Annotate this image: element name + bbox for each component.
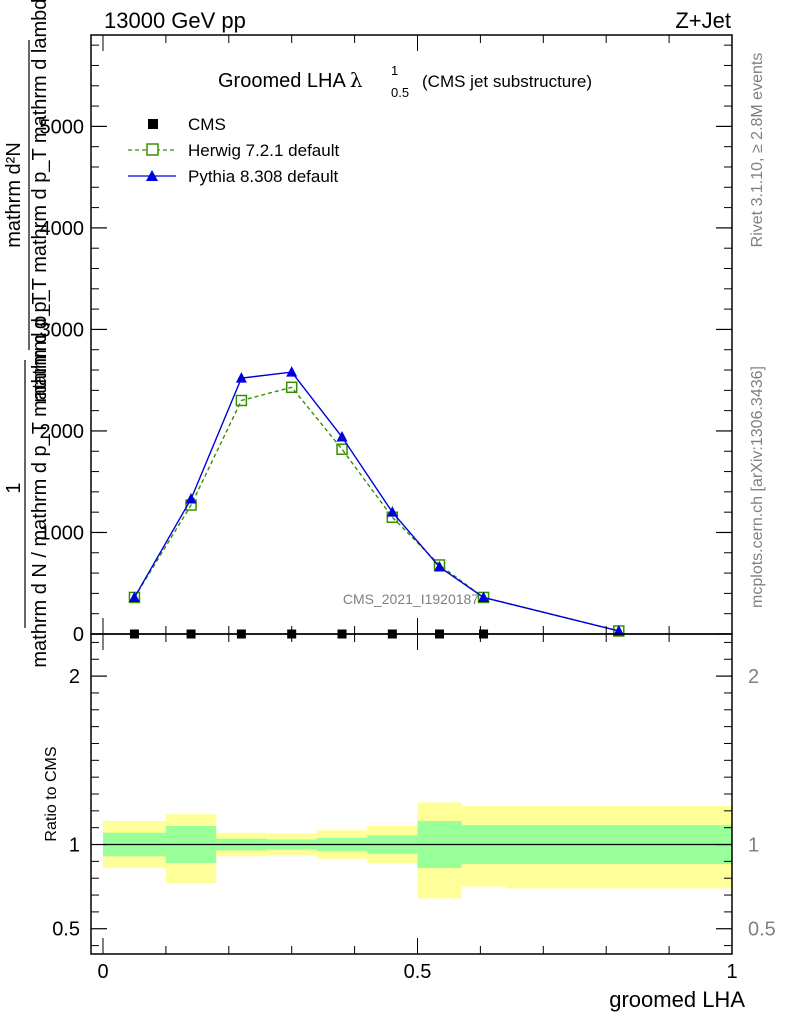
plot-title-main: Groomed LHA λ	[218, 68, 363, 92]
ratio-y-tick-label-left: 2	[69, 666, 80, 688]
main-plot-panel: 0 1000 2000 3000 4000 5000	[40, 34, 733, 646]
analysis-id-watermark: CMS_2021_I1920187	[343, 591, 479, 607]
legend-pythia-label: Pythia 8.308 default	[188, 167, 339, 186]
series-line-open-square	[133, 386, 619, 632]
x-axis-label: groomed LHA	[609, 987, 745, 1012]
y-label-normalisation: mathrm d N / mathrm d p_T mathrm d p_T	[29, 292, 51, 667]
main-y-tick-label: 3000	[40, 319, 85, 341]
pythia-point	[185, 492, 197, 504]
title-symbol: λ	[350, 68, 363, 92]
title-subscript: 0.5	[391, 85, 409, 100]
main-y-tick-label: 2000	[40, 421, 85, 443]
pythia-point	[478, 591, 490, 602]
ratio-y-axis-label: Ratio to CMS	[43, 746, 60, 841]
plot-title: Groomed LHA λ 1 0.5 (CMS jet substructure…	[218, 63, 592, 100]
legend-herwig-marker	[146, 143, 159, 156]
herwig-point	[285, 381, 298, 394]
title-superscript: 1	[391, 63, 398, 78]
legend-cms-marker	[148, 119, 158, 129]
pythia-point	[434, 560, 446, 572]
main-y-tick-label: 1000	[40, 522, 85, 544]
legend-herwig-label: Herwig 7.2.1 default	[188, 141, 339, 160]
title-note: (CMS jet substructure)	[422, 72, 592, 91]
legend-pythia-marker	[146, 170, 158, 181]
ratio-plot-frame	[90, 633, 733, 955]
legend-cms-label: CMS	[188, 115, 226, 134]
pythia-point	[613, 624, 625, 636]
y-label-denominator: mathrm d p_T mathrm d p_T mathrm d lambd…	[29, 0, 51, 402]
rivet-version-label: Rivet 3.1.10, ≥ 2.8M events	[749, 53, 766, 248]
pythia-point	[286, 366, 298, 377]
ratio-y-tick-labels: 0.5 0.5 1 1 2 2	[52, 666, 776, 941]
main-y-axis-label: mathrm d²N mathrm d p_T mathrm d p_T mat…	[3, 0, 51, 668]
ratio-y-tick-label-right: 0.5	[748, 919, 776, 941]
pythia-point	[128, 591, 140, 602]
y-label-numerator: mathrm d²N	[3, 142, 25, 248]
ratio-y-tick-label-left: 1	[69, 835, 80, 857]
title-text: Groomed LHA	[218, 70, 346, 92]
pythia-point	[235, 372, 247, 383]
main-series-layer	[128, 366, 625, 639]
collision-energy-label: 13000 GeV pp	[104, 8, 246, 33]
ratio-uncertainty-bands	[103, 802, 732, 899]
x-tick-label: 0	[97, 961, 108, 983]
herwig-point	[336, 443, 348, 455]
ratio-plot-panel: 0.5 0.51 12 2 0 0.5 1	[52, 633, 776, 983]
main-y-tick-labels: 0 1000 2000 3000 4000 5000	[40, 116, 85, 646]
x-tick-label: 1	[726, 961, 737, 983]
x-tick-labels: 0 0.5 1	[97, 961, 737, 983]
herwig-point	[235, 394, 248, 407]
mcplots-label: mcplots.cern.ch [arXiv:1306.3436]	[749, 366, 766, 608]
process-label: Z+Jet	[675, 8, 731, 33]
x-tick-label: 0.5	[404, 961, 432, 983]
ratio-y-tick-label-right: 2	[748, 666, 759, 688]
ratio-y-tick-label-right: 1	[748, 835, 759, 857]
pythia-point	[386, 506, 398, 517]
main-y-tick-label: 5000	[40, 116, 85, 138]
ratio-y-tick-label-left: 0.5	[52, 919, 80, 941]
ratio-axis-ticks	[91, 634, 733, 954]
main-y-tick-label: 4000	[40, 218, 85, 240]
main-axis-ticks	[91, 35, 733, 635]
legend: CMS Herwig 7.2.1 default Pythia 8.308 de…	[128, 115, 339, 186]
pythia-point	[336, 431, 348, 442]
main-y-tick-label: 0	[73, 624, 84, 646]
y-label-prefactor: 1	[3, 482, 25, 493]
